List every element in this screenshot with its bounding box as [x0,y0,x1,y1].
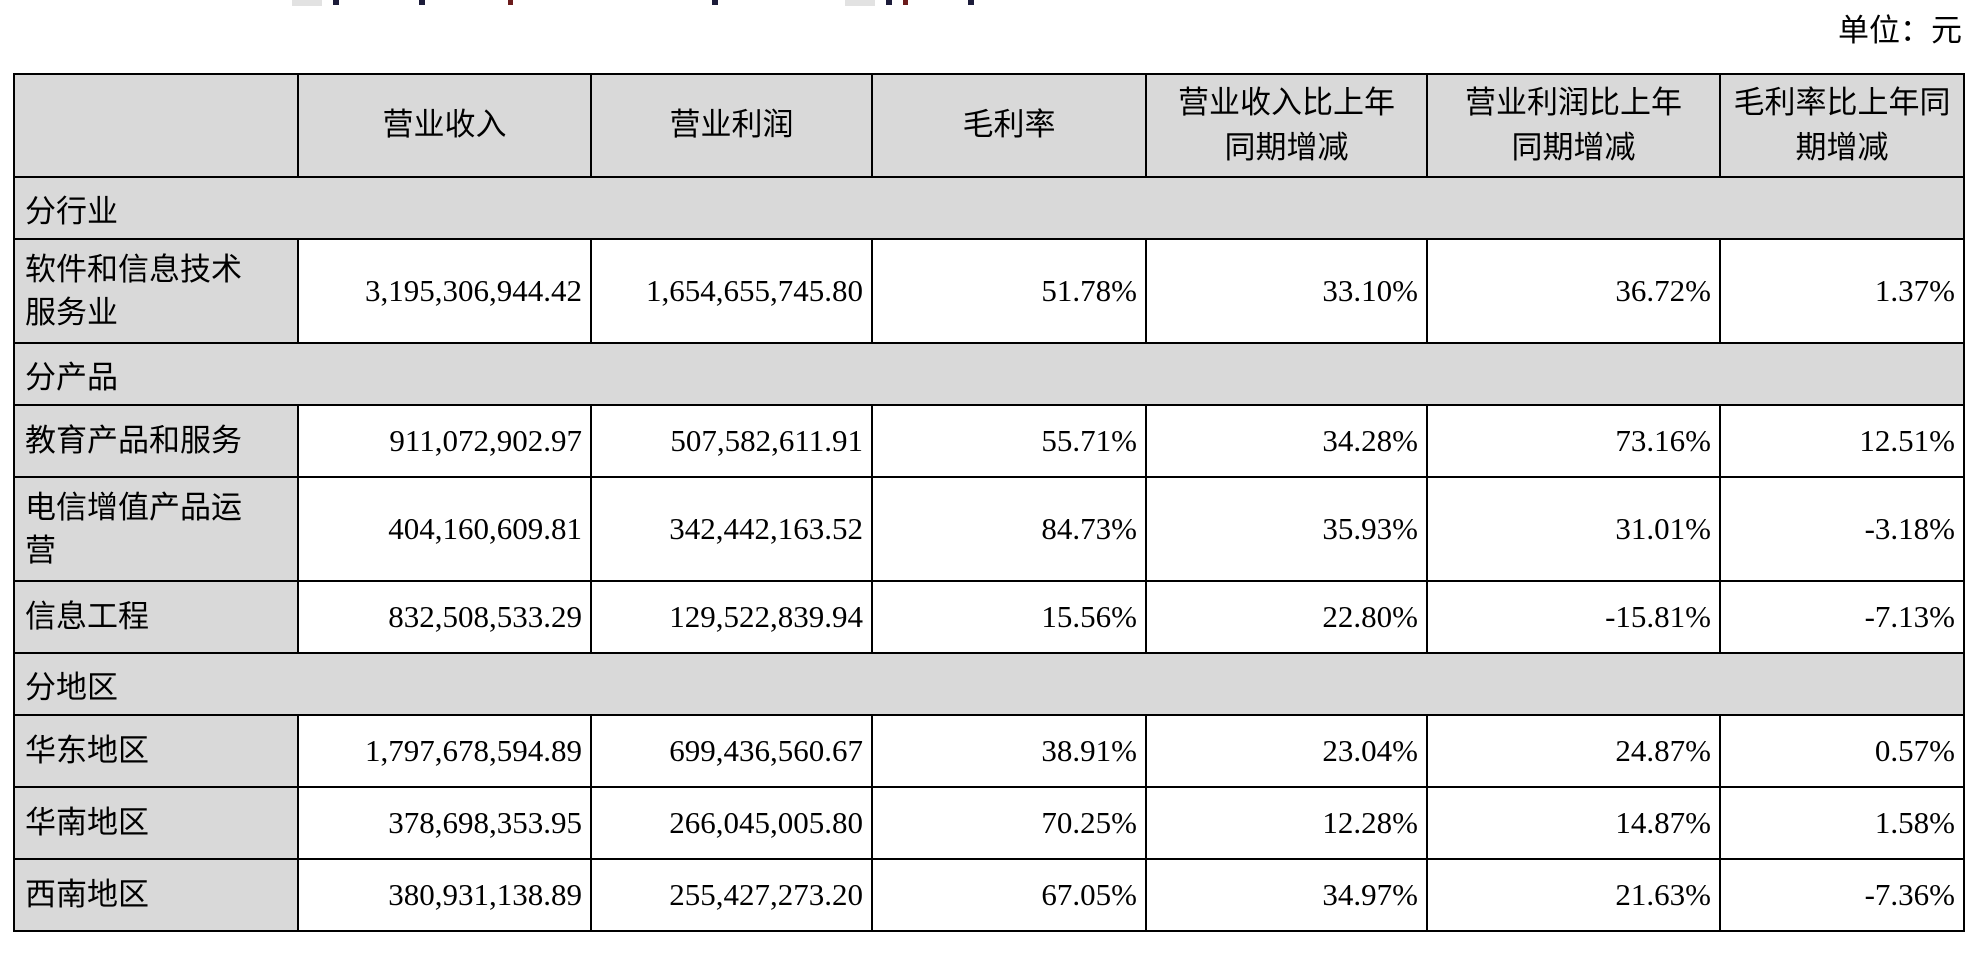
value-cell: 51.78% [871,238,1147,344]
value-cell: 129,522,839.94 [590,580,873,654]
value-cell: -3.18% [1719,476,1965,582]
value-cell: 507,582,611.91 [590,404,873,478]
row-label: 华东地区 [13,714,299,788]
row-label: 西南地区 [13,858,299,932]
clipped-glyph [968,0,974,5]
value-cell: 84.73% [871,476,1147,582]
value-cell: 67.05% [871,858,1147,932]
row-label: 教育产品和服务 [13,404,299,478]
value-cell: 14.87% [1426,786,1721,860]
section-label: 分行业 [13,176,1965,240]
clipped-glyph [508,0,513,5]
column-header: 营业利润 [590,73,873,178]
row-label: 信息工程 [13,580,299,654]
section-label: 分地区 [13,652,1965,716]
value-cell: -7.13% [1719,580,1965,654]
value-cell: 911,072,902.97 [297,404,592,478]
value-cell: 1,654,655,745.80 [590,238,873,344]
clipped-glyph [419,0,425,5]
value-cell: 380,931,138.89 [297,858,592,932]
clipped-glyph [333,0,339,5]
value-cell: 832,508,533.29 [297,580,592,654]
table-row: 信息工程 832,508,533.29 129,522,839.94 15.56% 22… [13,580,1965,654]
section-row: 分产品 [13,342,1965,406]
row-label: 电信增值产品运 营 [13,476,299,582]
value-cell: 31.01% [1426,476,1721,582]
value-cell: 342,442,163.52 [590,476,873,582]
corner-cell [13,73,299,178]
table-row: 教育产品和服务 911,072,902.97 507,582,611.91 55.71… [13,404,1965,478]
value-cell: 12.51% [1719,404,1965,478]
value-cell: 34.28% [1145,404,1428,478]
table-row: 华南地区 378,698,353.95 266,045,005.80 70.25% 12… [13,786,1965,860]
value-cell: 699,436,560.67 [590,714,873,788]
section-row: 分行业 [13,176,1965,240]
table-header: 营业收入 营业利润 毛利率 营业收入比上年 同期增减 营业利润比上年 同期增减 毛利率比上… [13,73,1965,178]
clipped-glyph [886,0,892,5]
value-cell: 34.97% [1145,858,1428,932]
header-row: 营业收入 营业利润 毛利率 营业收入比上年 同期增减 营业利润比上年 同期增减 毛利率比上… [13,73,1965,178]
value-cell: 15.56% [871,580,1147,654]
value-cell: 24.87% [1426,714,1721,788]
value-cell: 38.91% [871,714,1147,788]
value-cell: -7.36% [1719,858,1965,932]
value-cell: 404,160,609.81 [297,476,592,582]
clipped-glyph [845,0,875,6]
value-cell: 73.16% [1426,404,1721,478]
table-row: 华东地区 1,797,678,594.89 699,436,560.67 38.91%… [13,714,1965,788]
value-cell: 1.58% [1719,786,1965,860]
value-cell: 12.28% [1145,786,1428,860]
table-row: 电信增值产品运 营 404,160,609.81 342,442,163.52 84.… [13,476,1965,582]
row-label: 软件和信息技术 服务业 [13,238,299,344]
value-cell: 22.80% [1145,580,1428,654]
value-cell: -15.81% [1426,580,1721,654]
table-body: 分行业 软件和信息技术 服务业 3,195,306,944.42 1,654,655,… [13,176,1965,932]
value-cell: 378,698,353.95 [297,786,592,860]
value-cell: 23.04% [1145,714,1428,788]
value-cell: 1,797,678,594.89 [297,714,592,788]
clipped-text-fragments [0,0,1982,8]
value-cell: 21.63% [1426,858,1721,932]
value-cell: 36.72% [1426,238,1721,344]
clipped-glyph [903,0,908,5]
value-cell: 33.10% [1145,238,1428,344]
column-header: 营业利润比上年 同期增减 [1426,73,1721,178]
column-header: 营业收入比上年 同期增减 [1145,73,1428,178]
value-cell: 70.25% [871,786,1147,860]
column-header: 毛利率比上年同 期增减 [1719,73,1965,178]
table-row: 西南地区 380,931,138.89 255,427,273.20 67.05% 34… [13,858,1965,932]
value-cell: 3,195,306,944.42 [297,238,592,344]
column-header: 毛利率 [871,73,1147,178]
value-cell: 35.93% [1145,476,1428,582]
column-header: 营业收入 [297,73,592,178]
row-label: 华南地区 [13,786,299,860]
segment-results-table: 营业收入 营业利润 毛利率 营业收入比上年 同期增减 营业利润比上年 同期增减 毛利率比上… [13,73,1965,932]
table-row: 软件和信息技术 服务业 3,195,306,944.42 1,654,655,745… [13,238,1965,344]
section-row: 分地区 [13,652,1965,716]
value-cell: 1.37% [1719,238,1965,344]
value-cell: 255,427,273.20 [590,858,873,932]
value-cell: 0.57% [1719,714,1965,788]
clipped-glyph [712,0,718,5]
value-cell: 55.71% [871,404,1147,478]
section-label: 分产品 [13,342,1965,406]
value-cell: 266,045,005.80 [590,786,873,860]
clipped-glyph [292,0,322,6]
unit-label: 单位：元 [1838,13,1962,48]
